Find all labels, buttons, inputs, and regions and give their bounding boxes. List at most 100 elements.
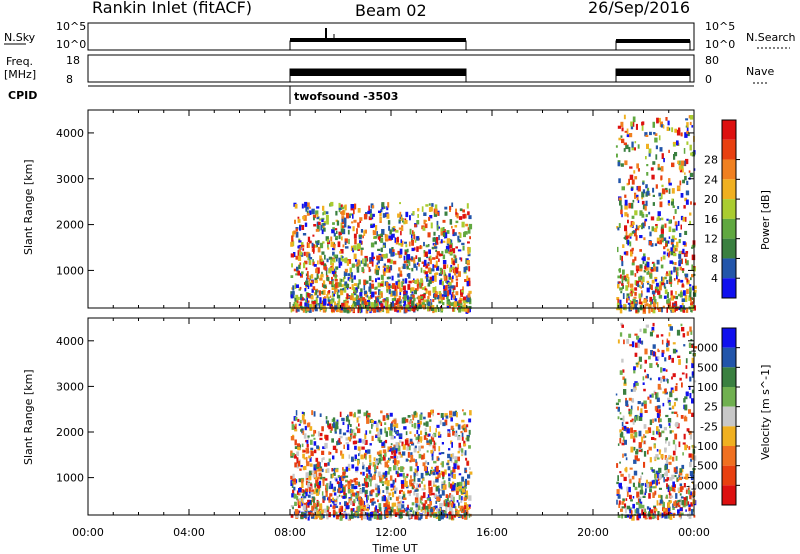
data-cell	[308, 487, 311, 492]
data-cell	[337, 488, 339, 493]
data-cell	[633, 366, 636, 371]
data-cell	[311, 514, 315, 519]
data-cell	[667, 507, 670, 512]
data-cell	[693, 455, 697, 461]
data-cell	[355, 264, 359, 267]
data-cell	[412, 414, 415, 421]
data-cell	[304, 222, 308, 227]
data-cell	[302, 233, 307, 236]
data-cell	[353, 440, 358, 445]
data-cell	[691, 357, 694, 364]
data-cell	[442, 422, 446, 427]
data-cell	[359, 217, 363, 221]
data-cell	[615, 402, 619, 406]
data-cell	[627, 281, 630, 288]
data-cell	[685, 307, 689, 313]
data-cell	[413, 471, 416, 477]
data-cell	[398, 220, 401, 224]
data-cell	[376, 262, 379, 265]
data-cell	[652, 121, 655, 128]
data-cell	[394, 237, 396, 243]
data-cell	[340, 255, 343, 261]
data-cell	[392, 447, 395, 451]
data-cell	[434, 295, 437, 300]
data-cell	[432, 299, 435, 303]
data-cell	[405, 458, 408, 462]
data-cell	[690, 330, 693, 335]
data-cell	[673, 295, 676, 299]
data-cell	[347, 463, 351, 468]
data-cell	[449, 251, 453, 254]
data-cell	[626, 428, 630, 434]
data-cell	[327, 244, 329, 248]
data-cell	[326, 483, 328, 487]
data-cell	[671, 247, 675, 252]
data-cell	[663, 237, 667, 241]
data-cell	[467, 229, 471, 234]
data-cell	[676, 140, 679, 146]
data-cell	[321, 491, 324, 496]
data-cell	[686, 428, 690, 432]
data-cell	[638, 356, 642, 362]
data-cell	[353, 245, 357, 251]
data-cell	[634, 303, 637, 310]
data-cell	[666, 338, 669, 341]
data-cell	[400, 216, 403, 221]
data-cell	[429, 258, 432, 265]
data-cell	[630, 270, 634, 276]
data-cell	[387, 471, 390, 475]
data-cell	[374, 483, 378, 489]
data-cell	[357, 440, 360, 443]
data-cell	[345, 484, 348, 487]
data-cell	[291, 235, 294, 241]
data-cell	[294, 439, 297, 446]
data-cell	[342, 513, 345, 518]
data-cell	[420, 472, 424, 479]
data-cell	[314, 279, 318, 284]
data-cell	[411, 234, 413, 239]
data-cell	[462, 427, 465, 431]
data-cell	[427, 433, 430, 437]
data-cell	[686, 331, 690, 336]
data-cell	[639, 249, 642, 252]
data-cell	[675, 248, 678, 252]
data-cell	[383, 509, 387, 514]
data-cell	[672, 205, 675, 208]
data-cell	[409, 438, 413, 444]
data-cell	[348, 215, 351, 218]
data-cell	[669, 424, 671, 429]
y-tick-label: 4000	[56, 335, 84, 348]
data-cell	[448, 273, 451, 277]
data-cell	[465, 428, 468, 432]
data-cell	[292, 285, 295, 291]
data-cell	[683, 290, 686, 296]
velocity-data-region	[290, 322, 697, 521]
data-cell	[303, 251, 306, 256]
data-cell	[325, 307, 327, 312]
data-cell	[388, 235, 392, 239]
data-cell	[395, 449, 398, 454]
data-cell	[401, 483, 405, 489]
data-cell	[623, 389, 627, 395]
data-cell	[335, 266, 339, 270]
data-cell	[643, 403, 647, 409]
data-cell	[435, 514, 439, 519]
data-cell	[672, 348, 677, 354]
data-cell	[681, 500, 685, 506]
data-cell	[409, 215, 411, 221]
data-cell	[327, 482, 330, 487]
data-cell	[319, 480, 322, 486]
data-cell	[685, 118, 689, 121]
data-cell	[680, 486, 684, 490]
data-cell	[689, 212, 692, 216]
data-cell	[424, 286, 427, 290]
colorbar-swatch	[722, 278, 736, 298]
data-cell	[330, 300, 333, 304]
data-cell	[374, 507, 376, 513]
data-cell	[432, 472, 436, 476]
data-cell	[657, 356, 660, 360]
data-cell	[293, 268, 297, 272]
data-cell	[687, 501, 690, 505]
data-cell	[336, 258, 338, 262]
data-cell	[639, 328, 642, 332]
